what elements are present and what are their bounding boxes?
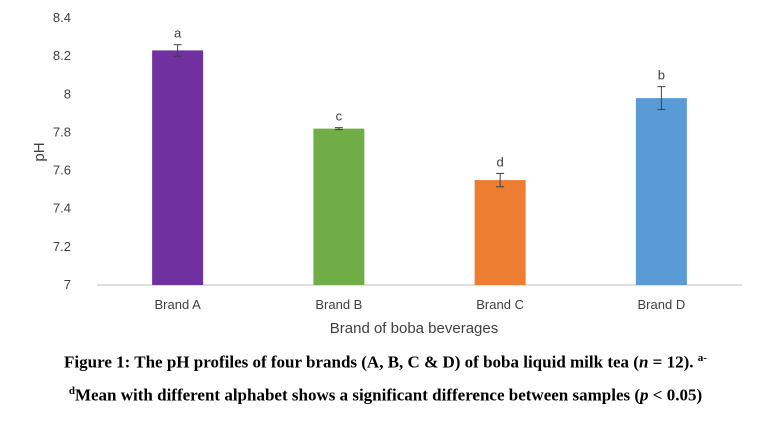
y-tick-label: 7 [64,277,71,292]
error-bar [173,44,182,57]
x-tick-label: Brand B [315,297,362,312]
significance-letter: d [497,154,504,169]
error-bar [496,172,505,188]
caption-line-2: dMean with different alphabet shows a si… [68,384,703,405]
y-tick-label: 8.2 [53,48,71,63]
y-tick-label: 8.4 [53,10,71,25]
x-tick-label: Brand A [154,297,201,312]
x-axis-ticks: Brand A Brand B Brand C Brand D [154,297,685,312]
figure-caption: Figure 1: The pH profiles of four brands… [0,344,771,409]
y-tick-label: 8 [64,86,71,101]
caption-line-1: Figure 1: The pH profiles of four brands… [64,352,707,372]
y-tick-label: 7.6 [53,163,71,178]
bar-brand-b [313,128,365,285]
significance-letter: c [336,109,343,124]
y-tick-label: 7.2 [53,239,71,254]
bars: a c d b [152,26,687,285]
significance-letter: a [174,26,182,41]
y-axis-ticks: 7 7.2 7.4 7.6 7.8 8 8.2 8.4 [53,10,71,292]
x-tick-label: Brand C [476,297,524,312]
x-axis-label: Brand of boba beverages [330,320,498,337]
significance-letter: b [658,68,665,83]
bar-brand-c [474,180,526,285]
y-axis-label: pH [31,142,48,161]
y-tick-label: 7.8 [53,124,71,139]
y-tick-label: 7.4 [53,201,71,216]
x-tick-label: Brand D [638,297,686,312]
error-bar [657,86,666,111]
error-bar [334,127,343,131]
bar-brand-d [635,98,687,285]
bar-brand-a [152,50,204,285]
bar-chart: 7 7.2 7.4 7.6 7.8 8 8.2 8.4 a c d b Brand A Brand B… [31,10,742,337]
